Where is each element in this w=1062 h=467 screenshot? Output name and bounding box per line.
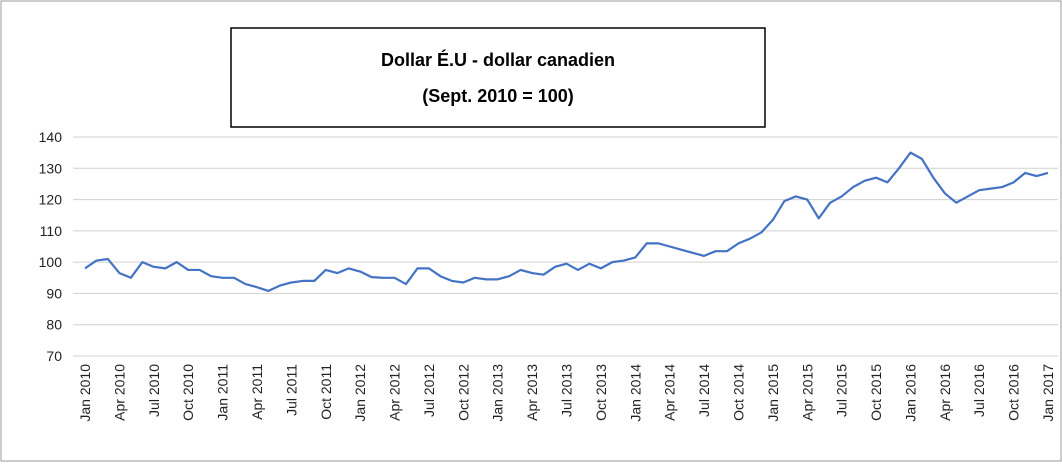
x-tick-label: Jan 2010: [77, 364, 93, 422]
x-tick-label: Jul 2011: [283, 364, 299, 416]
x-tick-label: Apr 2014: [662, 364, 678, 421]
y-tick-label: 100: [39, 254, 63, 270]
x-tick-label: Apr 2015: [799, 364, 815, 421]
x-tick-label: Jul 2014: [696, 364, 712, 417]
x-tick-label: Oct 2011: [318, 364, 334, 420]
y-tick-label: 80: [46, 317, 62, 333]
x-tick-label: Jan 2013: [490, 364, 506, 422]
x-tick-label: Jan 2016: [902, 364, 918, 422]
x-tick-label: Jul 2015: [834, 364, 850, 417]
x-tick-label: Apr 2013: [524, 364, 540, 421]
x-tick-label: Jan 2017: [1040, 364, 1056, 422]
y-tick-label: 130: [39, 160, 63, 176]
x-tick-label: Jul 2012: [421, 364, 437, 417]
chart-title: Dollar É.U - dollar canadien: [381, 49, 615, 70]
x-tick-label: Jan 2015: [765, 364, 781, 422]
x-tick-label: Apr 2012: [387, 364, 403, 421]
x-tick-label: Jan 2011: [215, 364, 231, 421]
plot-area: 70 80 90 100 110 120 130 140 Jan 2010 Apr 2010 Jul…: [39, 129, 1058, 422]
y-tick-label: 120: [39, 192, 63, 208]
data-line: [84, 151, 1049, 293]
x-tick-label: Apr 2010: [111, 364, 127, 421]
x-tick-label: Jan 2012: [352, 364, 368, 422]
y-tick-label: 70: [46, 348, 62, 364]
x-tick-label: Jan 2014: [627, 364, 643, 422]
x-tick-label: Oct 2014: [730, 364, 746, 421]
y-tick-label: 140: [39, 129, 63, 145]
x-tick-label: Jul 2016: [971, 364, 987, 417]
x-tick-label: Oct 2015: [868, 364, 884, 421]
x-tick-label: Jul 2013: [559, 364, 575, 417]
x-tick-label: Oct 2010: [180, 364, 196, 421]
x-tick-label: Apr 2011: [249, 364, 265, 420]
y-tick-label: 110: [40, 223, 63, 239]
x-tick-label: Oct 2012: [455, 364, 471, 421]
title-box: [230, 27, 766, 128]
chart-subtitle: (Sept. 2010 = 100): [422, 86, 574, 106]
x-tick-label: Oct 2013: [593, 364, 609, 421]
x-tick-label: Jul 2010: [146, 364, 162, 417]
x-tick-label: Apr 2016: [937, 364, 953, 421]
y-tick-label: 90: [46, 285, 62, 301]
x-tick-label: Oct 2016: [1006, 364, 1022, 421]
